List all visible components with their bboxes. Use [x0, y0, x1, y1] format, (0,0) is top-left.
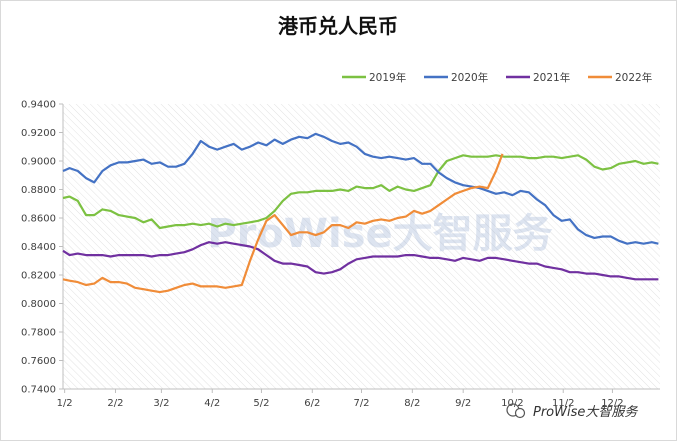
series-line-1	[62, 154, 659, 230]
x-tick-label: 3/2	[153, 398, 169, 409]
y-tick-label: 0.7600	[21, 356, 56, 367]
x-tick-label: 12/2	[601, 398, 623, 409]
y-axis: 0.7400 0.7600 0.7800 0.8000 0.8200 0.8400 0.86…	[21, 100, 64, 396]
legend-label: 2022年	[615, 71, 652, 84]
x-tick-label: 9/2	[455, 398, 471, 409]
y-tick-label: 0.8600	[21, 214, 56, 225]
x-tick-label: 11/2	[552, 398, 574, 409]
y-tick-label: 0.8000	[21, 299, 56, 310]
legend: 2019年 2020年 2021年 2022年	[342, 71, 652, 84]
y-tick-label: 0.9400	[21, 100, 56, 111]
x-tick-label: 7/2	[353, 398, 369, 409]
y-tick-label: 0.8800	[21, 185, 56, 196]
legend-label: 2019年	[369, 71, 406, 84]
x-tick-label: 4/2	[204, 398, 220, 409]
x-tick-label: 1/2	[57, 398, 73, 409]
series-line-3	[62, 241, 659, 281]
series-line-2	[62, 132, 659, 245]
series-group	[62, 132, 659, 294]
wechat-icon-bubble	[514, 407, 526, 419]
x-tick-label: 2/2	[107, 398, 123, 409]
y-tick-label: 0.8400	[21, 242, 56, 253]
series-line-4	[62, 153, 504, 294]
y-tick-label: 0.7400	[21, 385, 56, 396]
y-tick-label: 0.9200	[21, 128, 56, 139]
legend-label: 2020年	[451, 71, 488, 84]
y-tick-label: 0.8200	[21, 271, 56, 282]
y-tick-label: 0.7800	[21, 328, 56, 339]
footer-brand-text: ProWise大智服务	[533, 405, 638, 420]
y-tick-label: 0.9000	[21, 157, 56, 168]
x-tick-label: 5/2	[253, 398, 269, 409]
footer-brand: ProWise大智服务	[506, 403, 638, 420]
legend-label: 2021年	[533, 71, 570, 84]
chart-title: 港币兑人民币	[278, 14, 398, 38]
x-tick-label: 6/2	[304, 398, 320, 409]
x-tick-label: 8/2	[404, 398, 420, 409]
